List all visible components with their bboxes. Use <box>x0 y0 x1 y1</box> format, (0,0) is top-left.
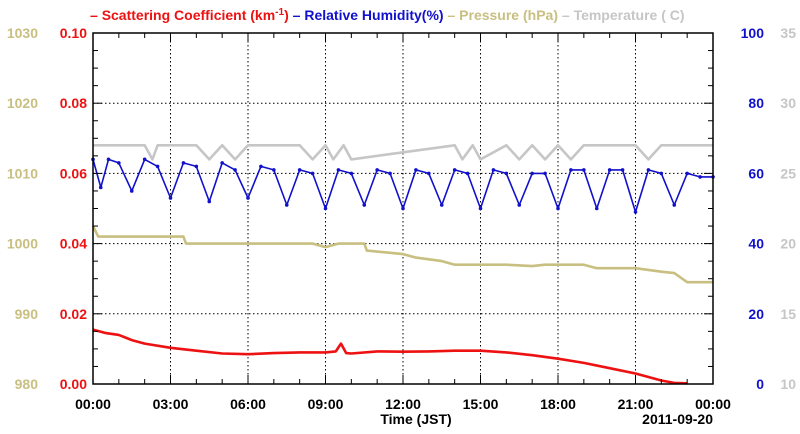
series-point-humidity <box>168 196 173 200</box>
series-point-humidity <box>284 203 289 207</box>
series-point-humidity <box>465 171 470 176</box>
tick-marks <box>92 32 714 385</box>
series-point-humidity <box>272 168 276 172</box>
series-point-humidity <box>246 196 250 200</box>
series-point-humidity <box>543 171 547 176</box>
series-point-humidity <box>297 168 302 172</box>
legend-humidity: – Relative Humidity(%) <box>293 7 444 23</box>
y-tick-label-temperature: 25 <box>780 165 796 181</box>
tick-labels: 00:00 03:00 06:00 09:00 12:00 15:00 18:00 21:00… <box>7 25 796 412</box>
legend-scattering: – Scattering Coefficient (km-1) <box>90 7 289 23</box>
y-tick-label-pressure: 1010 <box>7 165 38 181</box>
x-tick-label: 21:00 <box>618 396 654 412</box>
series-point-humidity <box>517 203 522 207</box>
series-point-humidity <box>98 185 103 190</box>
series-point-humidity <box>427 171 431 176</box>
series-point-humidity <box>556 206 560 211</box>
series-point-humidity <box>530 171 534 176</box>
series-point-humidity <box>646 168 651 172</box>
series-point-humidity <box>388 171 392 176</box>
series-point-humidity <box>336 168 341 172</box>
y-tick-label-humidity: 100 <box>741 25 765 41</box>
series-point-humidity <box>620 168 625 172</box>
y-tick-label-temperature: 10 <box>780 376 796 392</box>
series-point-humidity <box>129 189 134 193</box>
series-point-humidity <box>569 168 573 172</box>
series-point-humidity <box>194 164 199 169</box>
y-tick-label-scattering: 0.02 <box>60 306 87 322</box>
date-label: 2011-09-20 <box>642 411 713 427</box>
series-point-humidity <box>401 206 405 211</box>
series-point-humidity <box>582 168 586 172</box>
series-line-temperature <box>93 144 713 161</box>
series-point-humidity <box>259 164 263 169</box>
grid-lines <box>93 33 713 384</box>
y-tick-label-humidity: 0 <box>756 376 764 392</box>
series-point-humidity <box>349 171 354 176</box>
series-point-humidity <box>659 171 664 176</box>
series-point-humidity <box>106 157 111 162</box>
x-tick-label: 09:00 <box>308 396 344 412</box>
y-tick-label-pressure: 1000 <box>7 236 38 252</box>
y-tick-label-scattering: 0.10 <box>60 25 87 41</box>
y-tick-label-scattering: 0.06 <box>60 165 87 181</box>
y-tick-label-humidity: 60 <box>748 165 764 181</box>
series-point-humidity <box>323 206 328 211</box>
y-tick-label-pressure: 1030 <box>7 25 38 41</box>
legend: – Scattering Coefficient (km-1) – Relati… <box>90 7 685 23</box>
series-point-humidity <box>362 203 367 207</box>
series-point-humidity <box>117 161 121 165</box>
x-tick-label: 00:00 <box>75 396 111 412</box>
legend-pressure: – Pressure (hPa) <box>447 7 558 23</box>
legend-temperature: – Temperature ( C) <box>562 7 685 23</box>
series-point-humidity <box>207 199 212 204</box>
series-point-humidity <box>452 168 457 172</box>
series-point-humidity <box>414 168 418 172</box>
series-point-humidity <box>310 171 315 176</box>
series-point-humidity <box>672 203 677 207</box>
x-tick-label: 06:00 <box>230 396 266 412</box>
series-point-humidity <box>633 210 638 214</box>
y-tick-label-scattering: 0.00 <box>60 376 87 392</box>
series-point-humidity <box>233 168 237 172</box>
series-point-humidity <box>181 161 186 165</box>
y-tick-label-temperature: 20 <box>780 236 796 252</box>
x-tick-label: 03:00 <box>153 396 189 412</box>
series-point-humidity <box>142 157 147 162</box>
series-point-humidity <box>685 171 689 176</box>
y-tick-label-scattering: 0.08 <box>60 95 87 111</box>
series-line-scattering <box>92 328 688 385</box>
y-tick-label-humidity: 80 <box>748 95 764 111</box>
series-point-humidity <box>375 168 379 172</box>
series-point-humidity <box>594 206 599 211</box>
y-tick-label-scattering: 0.04 <box>60 236 87 252</box>
series-point-humidity <box>439 203 444 207</box>
x-tick-label: 15:00 <box>463 396 499 412</box>
series-point-humidity <box>155 164 160 169</box>
y-tick-label-pressure: 990 <box>15 306 39 322</box>
series-point-humidity <box>220 161 224 165</box>
y-tick-label-temperature: 35 <box>780 25 796 41</box>
series-point-humidity <box>478 206 483 211</box>
data-series <box>91 144 715 385</box>
x-tick-label: 12:00 <box>385 396 421 412</box>
series-point-humidity <box>504 171 509 176</box>
series-line-humidity <box>92 158 713 213</box>
series-point-humidity <box>607 168 612 172</box>
y-tick-label-temperature: 30 <box>780 95 796 111</box>
y-tick-label-pressure: 980 <box>15 376 39 392</box>
y-tick-label-temperature: 15 <box>780 306 796 322</box>
series-point-humidity <box>491 168 496 172</box>
x-axis-label: Time (JST) <box>380 411 451 427</box>
series-point-humidity <box>698 175 702 179</box>
x-tick-label: 00:00 <box>695 396 731 412</box>
y-tick-label-humidity: 20 <box>748 306 764 322</box>
x-tick-label: 18:00 <box>540 396 576 412</box>
series-line-pressure <box>91 225 713 284</box>
y-tick-label-humidity: 40 <box>748 236 764 252</box>
y-tick-label-pressure: 1020 <box>7 95 38 111</box>
